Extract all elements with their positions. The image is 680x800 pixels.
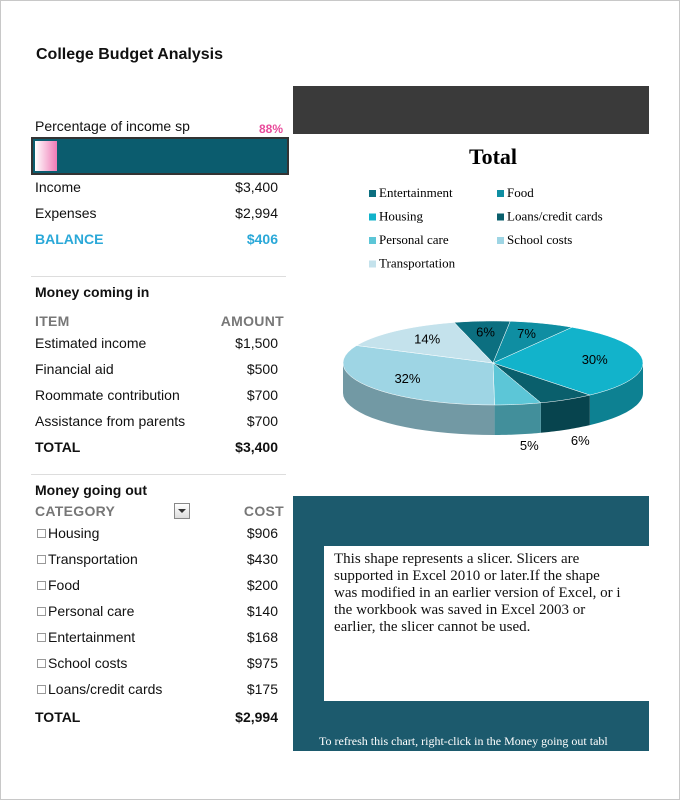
row-label: ITEM (35, 313, 70, 329)
row-label: Financial aid (35, 361, 114, 377)
pie-slice (355, 322, 494, 364)
expand-icon (37, 529, 46, 538)
slicer-text: the workbook was saved in Excel 2003 or (334, 602, 586, 618)
legend-label: Personal care (379, 232, 449, 247)
row-value: $430 (246, 551, 278, 567)
slicer-text: earlier, the slicer cannot be used. (334, 619, 531, 635)
expand-icon (37, 633, 46, 642)
row-value: $406 (246, 231, 278, 247)
slicer-text: This shape represents a slicer. Slicers … (334, 551, 580, 567)
pie-slice-side (343, 363, 495, 435)
row-value: $700 (246, 413, 278, 429)
progress-bar (31, 137, 289, 175)
chart-header-bar (293, 86, 649, 134)
pie-slice (453, 320, 511, 364)
slicer-box: This shape represents a slicer. Slicers … (324, 546, 649, 701)
expand-icon (37, 581, 46, 590)
row-label: Income (35, 179, 81, 195)
row-label: Assistance from parents (35, 413, 186, 429)
pie-slice (492, 327, 644, 396)
percent-label: Percentage of income sp (35, 118, 190, 134)
pie-slice-side (589, 363, 643, 426)
row-value: COST (243, 503, 284, 519)
pie-slice (342, 345, 495, 406)
expand-icon (37, 555, 46, 564)
legend-label: School costs (507, 232, 572, 247)
row-value: $175 (246, 681, 278, 697)
row-value: AMOUNT (220, 313, 284, 329)
row-value: $200 (246, 577, 278, 593)
slicer-text: was modified in an earlier version of Ex… (334, 585, 621, 601)
row-value: $700 (246, 387, 278, 403)
row-label: Entertainment (48, 629, 136, 645)
row-label: Estimated income (35, 335, 147, 351)
legend-label: Food (507, 185, 534, 200)
pie-label: 5% (520, 438, 539, 453)
row-label: Roommate contribution (35, 387, 180, 403)
legend-swatch (497, 237, 504, 244)
footer-note: To refresh this chart, right-click in th… (319, 734, 608, 748)
row-value: $2,994 (235, 709, 278, 725)
row-value: $2,994 (235, 205, 278, 221)
legend-swatch (369, 237, 376, 244)
row-label: Loans/credit cards (48, 681, 163, 697)
legend-label: Entertainment (379, 185, 453, 200)
legend-swatch (497, 213, 504, 221)
row-label: School costs (48, 655, 128, 671)
row-label: Expenses (35, 205, 97, 221)
row-value: $906 (246, 525, 278, 541)
legend-swatch (369, 190, 376, 197)
row-label: BALANCE (35, 231, 104, 247)
row-label: TOTAL (35, 439, 81, 455)
row-label: TOTAL (35, 709, 81, 725)
legend-label: Loans/credit cards (507, 208, 603, 223)
expand-icon (37, 659, 46, 668)
row-label: Personal care (48, 603, 135, 619)
legend-swatch (369, 213, 376, 221)
pie-slice (492, 321, 573, 364)
pie-label: 6% (571, 433, 590, 448)
progress-fill (35, 141, 57, 171)
row-value: $1,500 (235, 335, 278, 351)
page-title: College Budget Analysis (36, 46, 223, 63)
row-label: Transportation (48, 551, 138, 567)
expand-icon (37, 685, 46, 694)
pie-label: 32% (394, 371, 420, 386)
pie-slice (492, 362, 591, 404)
row-value: $975 (246, 655, 278, 671)
pie-label: 6% (476, 324, 495, 339)
pie-slice-side (540, 395, 590, 433)
legend-label: Housing (379, 208, 424, 223)
section-title: Money going out (35, 482, 147, 498)
percent-value: 88% (258, 122, 283, 136)
row-label: Food (48, 577, 80, 593)
chart-title: Total (469, 144, 517, 169)
section-title: Money coming in (35, 284, 150, 300)
expand-icon (37, 607, 46, 616)
legend-label: Transportation (379, 255, 456, 270)
pie-label: 30% (582, 352, 608, 367)
filter-button[interactable] (174, 503, 190, 519)
row-value: $3,400 (235, 179, 278, 195)
pie-slice (492, 362, 542, 406)
row-label: CATEGORY (35, 503, 116, 519)
separator (31, 276, 286, 277)
row-value: $3,400 (235, 439, 278, 455)
row-value: $140 (246, 603, 278, 619)
pie-slice-side (494, 402, 541, 435)
pie-label: 7% (517, 326, 536, 341)
legend-swatch (369, 260, 376, 268)
row-value: $168 (246, 629, 278, 645)
slicer-text: supported in Excel 2010 or later.If the … (334, 568, 600, 584)
legend-swatch (497, 190, 504, 197)
row-label: Housing (48, 525, 100, 541)
separator (31, 474, 286, 475)
row-value: $500 (246, 361, 278, 377)
pie-label: 14% (414, 331, 440, 346)
